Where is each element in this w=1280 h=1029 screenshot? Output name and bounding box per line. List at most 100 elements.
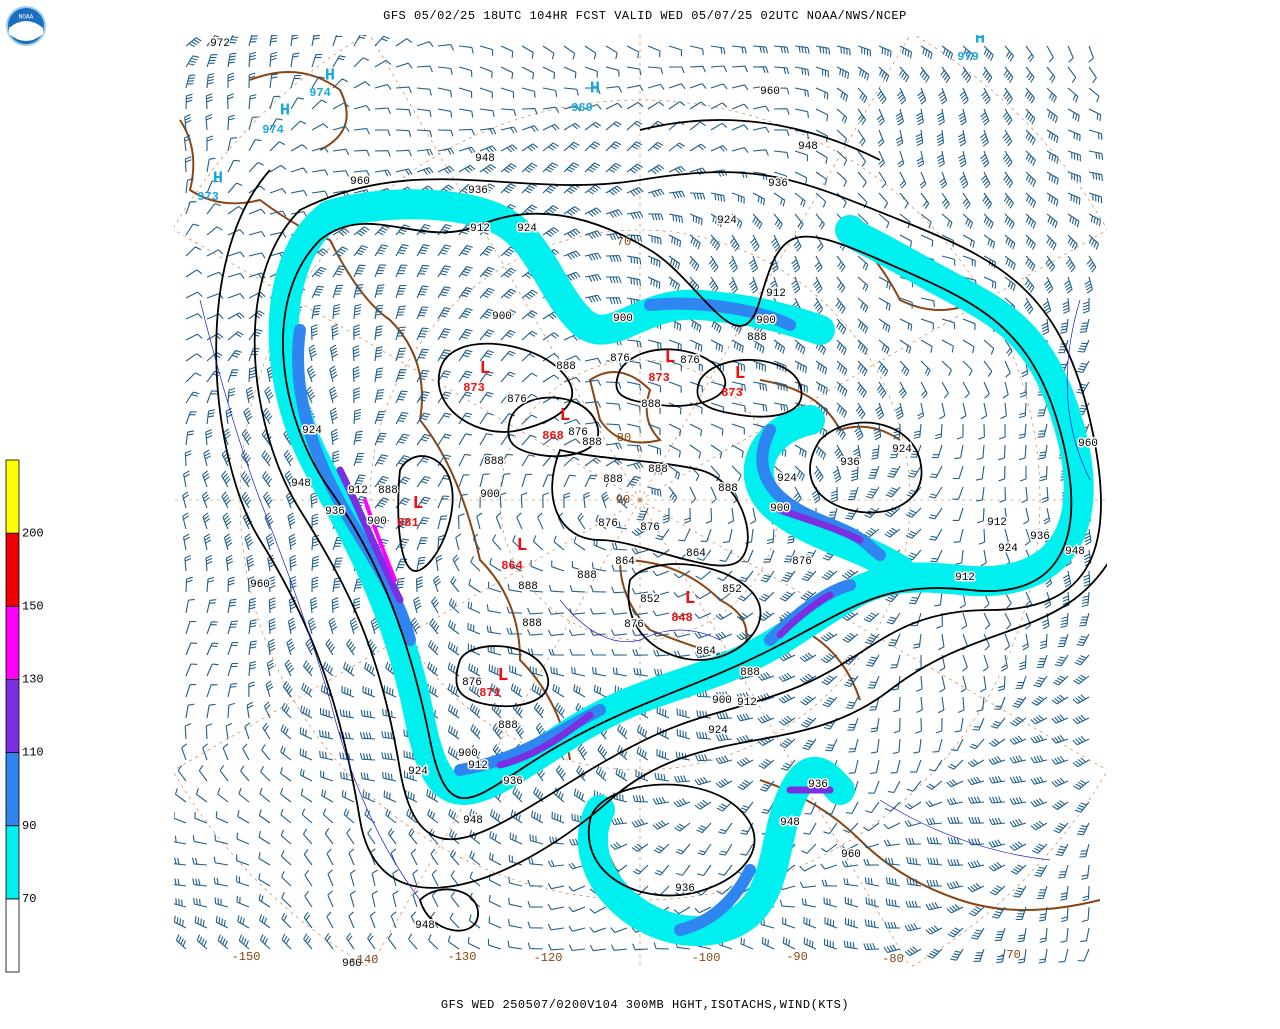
contour-label: 876	[462, 677, 482, 689]
height-contours	[215, 119, 1107, 932]
contour-label: 876	[598, 518, 618, 530]
contour-label: 936	[325, 506, 345, 518]
contour-label: 912	[955, 572, 975, 584]
contour-label: 852	[722, 584, 742, 596]
contour-label: 888	[522, 618, 542, 630]
high-value: 973	[197, 190, 219, 204]
contour-label: 912	[737, 697, 757, 709]
high-value: 974	[262, 123, 284, 137]
contour-label: 888	[641, 399, 661, 411]
high-symbol: H	[280, 101, 290, 120]
high-value: 974	[309, 86, 331, 100]
contour-label: 864	[696, 646, 716, 658]
colorbar-label: 70	[22, 892, 36, 906]
contour-label: 960	[250, 579, 270, 591]
contour-label: 888	[582, 437, 602, 449]
contour-label: 900	[770, 503, 790, 515]
low-value: 868	[542, 429, 564, 443]
low-value: 864	[501, 559, 523, 573]
contour-label: 864	[615, 556, 635, 568]
contour-label: 936	[768, 178, 788, 190]
contour-label: 948	[415, 920, 435, 932]
low-symbol: L	[665, 348, 676, 368]
contour-label: 912	[470, 223, 490, 235]
high-value: 969	[571, 101, 593, 115]
longitude-label: 90	[616, 493, 630, 507]
high-symbol: H	[590, 79, 600, 98]
contour-label: 960	[760, 86, 780, 98]
header-title: GFS 05/02/25 18UTC 104HR FCST VALID WED …	[383, 9, 907, 23]
colorbar-swatch	[5, 605, 20, 680]
low-symbol: L	[517, 536, 528, 556]
contour-label: 900	[367, 516, 387, 528]
contour-label: 876	[568, 427, 588, 439]
contour-label: 888	[518, 581, 538, 593]
contour-label: 936	[840, 457, 860, 469]
contour-label: 924	[717, 215, 737, 227]
contour-label: 888	[484, 456, 504, 468]
contour-label: 900	[613, 313, 633, 325]
low-symbol: L	[480, 359, 491, 379]
longitude-label: -140	[350, 953, 379, 967]
contour-label: 888	[498, 720, 518, 732]
contour-label: 912	[348, 485, 368, 497]
colorbar-swatch	[5, 825, 20, 900]
contour-label: 924	[302, 425, 322, 437]
contour-label: 876	[792, 556, 812, 568]
contour-label: 888	[648, 464, 668, 476]
longitude-label: -70	[999, 948, 1021, 962]
contour-label: 948	[475, 153, 495, 165]
low-symbol: L	[413, 494, 424, 514]
jet-stream-isotachs	[268, 189, 1094, 946]
contour-label: 876	[507, 394, 527, 406]
longitude-label: 80	[617, 431, 631, 445]
contour-label: 948	[291, 478, 311, 490]
contour-label: 948	[798, 141, 818, 153]
low-value: 848	[671, 611, 693, 625]
low-symbol: L	[560, 406, 571, 426]
contour-label: 924	[708, 725, 728, 737]
logo-text: NOAA	[19, 14, 34, 21]
low-symbol: L	[735, 364, 746, 384]
contour-label: 900	[756, 315, 776, 327]
contour-label: 900	[458, 748, 478, 760]
contour-label: 900	[492, 311, 512, 323]
contour-label: 924	[408, 766, 428, 778]
low-value: 873	[648, 371, 670, 385]
contour-label: 960	[342, 958, 362, 970]
contour-label: 888	[378, 485, 398, 497]
contour-label: 864	[686, 548, 706, 560]
contour-label: 924	[998, 543, 1018, 555]
low-value: 873	[463, 381, 485, 395]
contour-label: 924	[517, 223, 537, 235]
contour-label: 900	[712, 695, 732, 707]
longitude-label: 70	[617, 235, 631, 249]
contour-label: 888	[740, 667, 760, 679]
contour-label: 852	[640, 594, 660, 606]
contour-label: 888	[603, 474, 623, 486]
contour-label: 948	[780, 817, 800, 829]
longitude-label: -90	[786, 950, 808, 964]
colorbar-label: 150	[22, 599, 44, 613]
low-value: 881	[397, 516, 419, 530]
colorbar-label: 130	[22, 673, 44, 687]
contour-label: 888	[577, 570, 597, 582]
contour-label: 936	[675, 883, 695, 895]
contour-label: 936	[503, 776, 523, 788]
high-symbol: H	[213, 169, 223, 188]
contour-label: 936	[808, 779, 828, 791]
contour-label: 912	[987, 517, 1007, 529]
contour-label: 936	[468, 185, 488, 197]
colorbar-swatch	[5, 898, 20, 973]
longitude-label: -130	[448, 950, 477, 964]
contour-label: 876	[680, 355, 700, 367]
high-symbol: H	[325, 66, 335, 85]
contour-label: 924	[892, 444, 912, 456]
contour-label: 948	[1065, 546, 1085, 558]
contour-label: 876	[640, 522, 660, 534]
high-value: 979	[957, 50, 979, 64]
